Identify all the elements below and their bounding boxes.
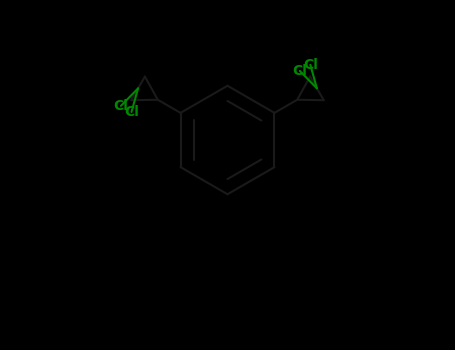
Text: Cl: Cl	[113, 99, 128, 113]
Text: Cl: Cl	[303, 58, 318, 72]
Text: Cl: Cl	[124, 105, 139, 119]
Text: Cl: Cl	[293, 64, 307, 78]
